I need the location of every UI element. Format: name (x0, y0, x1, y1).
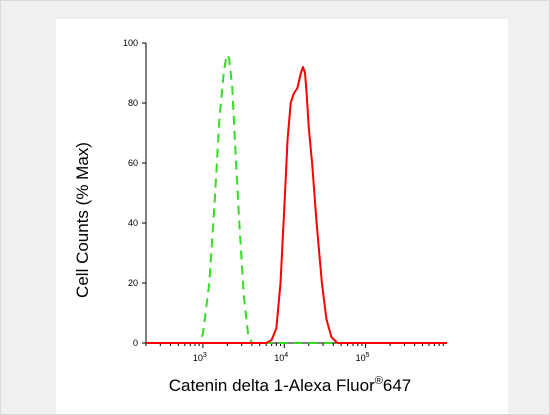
series-line-2 (146, 66, 447, 344)
y-tick-label-40: 40 (128, 218, 138, 228)
x-tick-label-exponent: 5 (366, 352, 370, 359)
y-tick-label-80: 80 (128, 98, 138, 108)
x-tick-label-3: 103 (193, 352, 207, 363)
x-tick-label-5: 105 (356, 352, 370, 363)
y-tick-label-60: 60 (128, 158, 138, 168)
y-tick-label-100: 100 (123, 38, 138, 48)
x-axis-title-superscript: ® (375, 375, 383, 387)
x-axis-title: Catenin delta 1-Alexa Fluor®647 (169, 375, 412, 395)
y-axis-title: Cell Counts (% Max) (73, 142, 92, 298)
y-tick-label-20: 20 (128, 278, 138, 288)
x-tick-label-exponent: 4 (284, 352, 288, 359)
series-line-1 (146, 54, 447, 344)
y-ticks: 0 20 40 60 80 100 (123, 38, 146, 348)
x-axis-title-suffix: 647 (383, 376, 411, 395)
x-tick-label-base: 10 (193, 353, 203, 363)
x-tick-label-base: 10 (274, 353, 284, 363)
y-tick-label-0: 0 (133, 338, 138, 348)
chart-panel (56, 19, 508, 414)
x-tick-label-base: 10 (356, 353, 366, 363)
x-tick-label-exponent: 3 (203, 352, 207, 359)
x-axis-title-main: Catenin delta 1-Alexa Fluor (169, 376, 375, 395)
series-layer (146, 54, 447, 344)
x-tick-label-4: 104 (274, 352, 288, 363)
x-ticks: 103 104 105 (145, 343, 444, 363)
